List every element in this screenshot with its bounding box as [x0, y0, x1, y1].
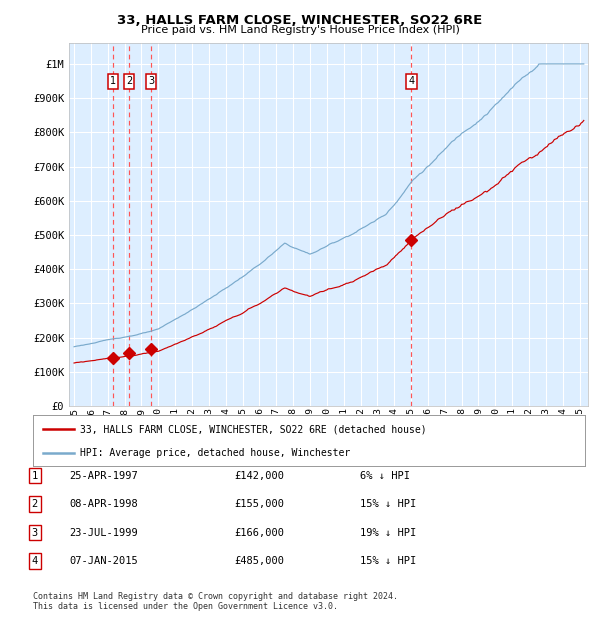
Text: 08-APR-1998: 08-APR-1998	[69, 499, 138, 509]
Text: 2: 2	[32, 499, 38, 509]
Text: 15% ↓ HPI: 15% ↓ HPI	[360, 556, 416, 566]
Text: 3: 3	[32, 528, 38, 538]
Text: 23-JUL-1999: 23-JUL-1999	[69, 528, 138, 538]
Text: 33, HALLS FARM CLOSE, WINCHESTER, SO22 6RE (detached house): 33, HALLS FARM CLOSE, WINCHESTER, SO22 6…	[80, 424, 427, 434]
Text: 25-APR-1997: 25-APR-1997	[69, 471, 138, 480]
Text: £155,000: £155,000	[234, 499, 284, 509]
Text: HPI: Average price, detached house, Winchester: HPI: Average price, detached house, Winc…	[80, 448, 350, 458]
Text: 15% ↓ HPI: 15% ↓ HPI	[360, 499, 416, 509]
Text: £166,000: £166,000	[234, 528, 284, 538]
Text: 1: 1	[32, 471, 38, 480]
Text: 3: 3	[148, 76, 154, 86]
Text: 6% ↓ HPI: 6% ↓ HPI	[360, 471, 410, 480]
Text: 4: 4	[32, 556, 38, 566]
Text: £485,000: £485,000	[234, 556, 284, 566]
Text: This data is licensed under the Open Government Licence v3.0.: This data is licensed under the Open Gov…	[33, 602, 338, 611]
Text: 2: 2	[126, 76, 132, 86]
Text: 33, HALLS FARM CLOSE, WINCHESTER, SO22 6RE: 33, HALLS FARM CLOSE, WINCHESTER, SO22 6…	[118, 14, 482, 27]
Text: Price paid vs. HM Land Registry's House Price Index (HPI): Price paid vs. HM Land Registry's House …	[140, 25, 460, 35]
Text: £142,000: £142,000	[234, 471, 284, 480]
Text: 4: 4	[409, 76, 415, 86]
Text: 19% ↓ HPI: 19% ↓ HPI	[360, 528, 416, 538]
Text: 1: 1	[110, 76, 116, 86]
Text: Contains HM Land Registry data © Crown copyright and database right 2024.: Contains HM Land Registry data © Crown c…	[33, 592, 398, 601]
Text: 07-JAN-2015: 07-JAN-2015	[69, 556, 138, 566]
